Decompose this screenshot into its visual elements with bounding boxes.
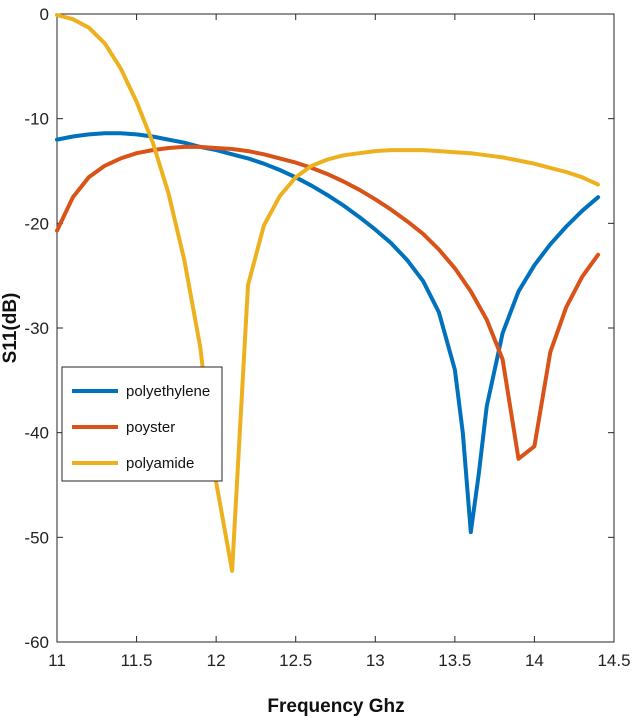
x-tick-label: 12.5: [279, 651, 312, 670]
x-tick-label: 13: [366, 651, 385, 670]
y-tick-label: -20: [24, 214, 49, 233]
x-tick-label: 11: [48, 651, 66, 670]
y-tick-label: 0: [40, 5, 49, 24]
x-tick-label: 12: [207, 651, 226, 670]
y-axis: 0 -10 -20 -30 -40 -50 -60: [24, 5, 614, 652]
series-line-poyster: [55, 144, 601, 461]
plot-area: [56, 13, 615, 643]
series-line-polyamide: [55, 13, 601, 573]
y-tick-label: -40: [24, 424, 49, 443]
y-tick-label: -30: [24, 319, 49, 338]
y-tick-label: -10: [24, 110, 49, 129]
x-axis-title: Frequency Ghz: [267, 696, 404, 717]
y-tick-label: -50: [24, 528, 49, 547]
x-tick-label: 14: [525, 651, 544, 670]
legend-label-poyster: poyster: [126, 419, 175, 436]
legend: polyethylene poyster polyamide: [61, 366, 223, 482]
x-axis: 11 11.5 12 12.5 13 13.5 14 14.5: [48, 14, 631, 670]
x-tick-label: 13.5: [438, 651, 471, 670]
y-tick-label: -60: [24, 633, 49, 652]
series-layer: [55, 13, 601, 573]
x-tick-label: 11.5: [121, 651, 153, 670]
y-axis-title: S11(dB): [0, 293, 21, 364]
legend-label-polyamide: polyamide: [126, 455, 194, 472]
plot-frame: [56, 13, 615, 643]
x-tick-label: 14.5: [597, 651, 630, 670]
legend-label-polyethylene: polyethylene: [126, 383, 210, 400]
